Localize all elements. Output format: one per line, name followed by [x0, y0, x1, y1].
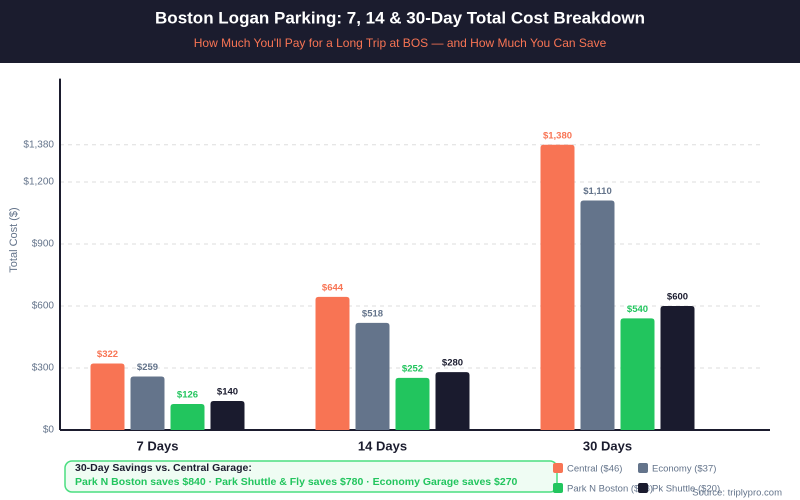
savings-box — [64, 460, 558, 493]
x-tick-label: 7 Days — [137, 438, 179, 453]
y-axis-label: Total Cost ($) — [8, 207, 20, 272]
y-tick-label: $1,380 — [23, 139, 54, 150]
savings-title: 30-Day Savings vs. Central Garage: — [75, 462, 252, 474]
legend-swatch — [638, 463, 648, 473]
source: Source: triplypro.com — [692, 488, 782, 499]
legend-label: Park N Boston ($18) — [567, 484, 653, 495]
bar — [540, 144, 575, 430]
value-label: $252 — [402, 363, 423, 374]
value-label: $644 — [322, 282, 344, 293]
value-label: $259 — [137, 362, 158, 373]
bar — [660, 305, 695, 430]
header-band — [0, 0, 800, 63]
value-label: $518 — [362, 308, 383, 319]
value-label: $140 — [217, 387, 238, 398]
y-tick-label: $0 — [43, 425, 55, 436]
value-label: $280 — [442, 358, 463, 369]
legend-label: Economy ($37) — [652, 464, 716, 475]
savings-text: Park N Boston saves $840 · Park Shuttle … — [75, 476, 518, 488]
bar — [130, 376, 165, 430]
value-label: $540 — [627, 304, 648, 315]
legend-label: Pk Shuttle ($20) — [652, 484, 720, 495]
bar — [315, 296, 350, 430]
value-label: $1,110 — [583, 186, 612, 197]
value-label: $322 — [97, 349, 118, 360]
y-tick-label: $300 — [32, 363, 55, 374]
value-label: $600 — [667, 291, 688, 302]
legend-swatch — [553, 483, 563, 493]
legend-swatch — [553, 463, 563, 473]
bar — [435, 372, 470, 430]
legend-label: Central ($46) — [567, 464, 622, 475]
x-tick-label: 30 Days — [583, 438, 632, 453]
y-tick-label: $600 — [32, 301, 55, 312]
bar — [90, 363, 125, 430]
y-tick-label: $900 — [32, 239, 55, 250]
bar — [210, 401, 245, 430]
value-label: $1,380 — [543, 130, 572, 141]
chart-title: Boston Logan Parking: 7, 14 & 30-Day Tot… — [155, 8, 645, 27]
bar — [355, 322, 390, 430]
bar — [620, 318, 655, 430]
bar — [395, 377, 430, 430]
x-tick-label: 14 Days — [358, 438, 407, 453]
legend-swatch — [638, 483, 648, 493]
y-tick-label: $1,200 — [23, 177, 54, 188]
bar — [580, 200, 615, 430]
bar — [170, 403, 205, 430]
value-label: $126 — [177, 389, 198, 400]
chart-subtitle: How Much You'll Pay for a Long Trip at B… — [194, 36, 607, 50]
